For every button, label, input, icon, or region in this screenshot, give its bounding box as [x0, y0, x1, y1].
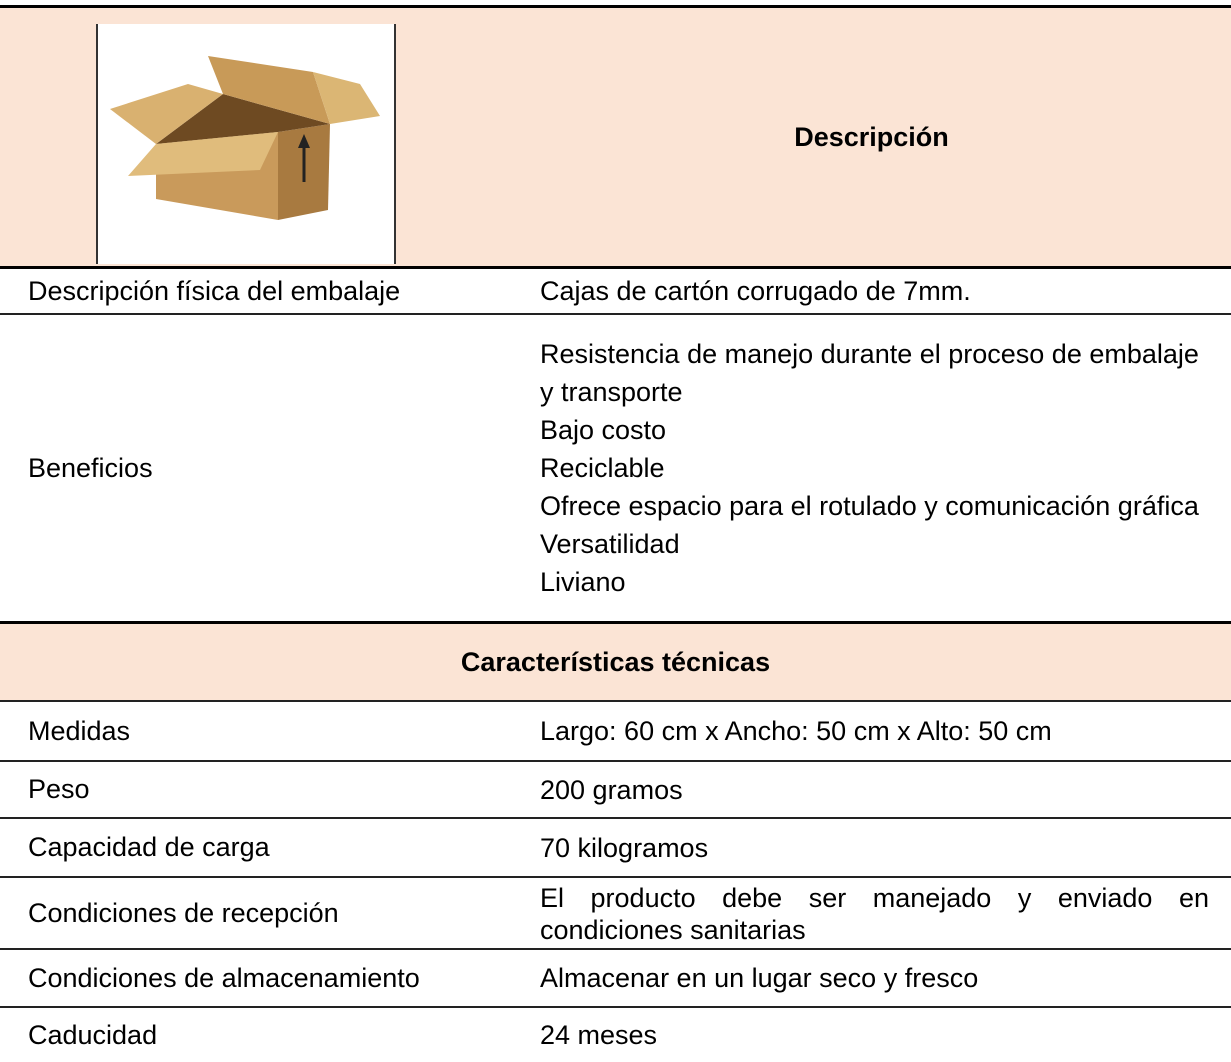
benefit-item: Resistencia de manejo durante el proceso… — [540, 339, 1199, 407]
label: Beneficios — [28, 452, 153, 483]
benefits-list: Resistencia de manejo durante el proceso… — [512, 315, 1231, 621]
rule — [0, 313, 1231, 315]
section-header: Características técnicas — [0, 624, 1231, 700]
header-title-cell: Descripción — [512, 8, 1231, 266]
benefit-item: Reciclable — [540, 453, 665, 483]
row: Condiciones de almacenamiento Almacenar e… — [0, 950, 1231, 1006]
row: Medidas Largo: 60 cm x Ancho: 50 cm x Alt… — [0, 702, 1231, 760]
label: Condiciones de recepción — [28, 897, 339, 928]
value: 200 gramos — [512, 762, 1231, 817]
value-text: El producto debe ser manejado y enviado … — [540, 883, 1209, 945]
value-text: 70 kilogramos — [540, 832, 709, 863]
value-text: 24 meses — [540, 1020, 658, 1050]
rule — [0, 876, 1231, 878]
rule — [0, 1006, 1231, 1008]
row: Capacidad de carga 70 kilogramos — [0, 819, 1231, 876]
label: Condiciones de almacenamiento — [28, 962, 420, 993]
label: Caducidad — [28, 1019, 158, 1050]
benefit-item: Bajo costo — [540, 415, 667, 445]
row: Caducidad 24 meses — [0, 1008, 1231, 1062]
value: El producto debe ser manejado y enviado … — [512, 878, 1231, 948]
value: Almacenar en un lugar seco y fresco — [512, 950, 1231, 1006]
benefit-item: Ofrece espacio para el rotulado y comuni… — [540, 491, 1199, 521]
row: Descripción física del embalaje Cajas de… — [0, 269, 1231, 313]
value: Largo: 60 cm x Ancho: 50 cm x Alto: 50 c… — [512, 702, 1231, 760]
rule — [0, 5, 1231, 8]
value: Cajas de cartón corrugado de 7mm. — [540, 276, 971, 306]
rule — [0, 621, 1231, 624]
label: Capacidad de carga — [28, 832, 270, 862]
value: 24 meses — [512, 1008, 1231, 1062]
label: Medidas — [28, 715, 131, 746]
benefit-item: Liviano — [540, 567, 626, 597]
value-text: 200 gramos — [540, 774, 683, 805]
label: Descripción física del embalaje — [28, 275, 401, 306]
row: Peso 200 gramos — [0, 762, 1231, 817]
section-title: Características técnicas — [460, 646, 771, 677]
header-title: Descripción — [794, 122, 949, 152]
rule — [0, 817, 1231, 819]
rule — [0, 266, 1231, 269]
rule — [0, 700, 1231, 702]
value: 70 kilogramos — [512, 819, 1231, 876]
rule — [0, 760, 1231, 762]
rule — [0, 948, 1231, 950]
box-image — [96, 24, 396, 264]
tech-rows: Medidas Largo: 60 cm x Ancho: 50 cm x Alt… — [0, 702, 1231, 1062]
header-row: Descripción — [0, 8, 1231, 266]
value-text: Largo: 60 cm x Ancho: 50 cm x Alto: 50 c… — [540, 716, 1052, 746]
image-cell — [0, 8, 512, 266]
value-text: Almacenar en un lugar seco y fresco — [540, 963, 979, 993]
label: Peso — [28, 774, 90, 804]
row: Beneficios Resistencia de manejo durante… — [0, 315, 1231, 621]
row: Condiciones de recepción El producto debe… — [0, 878, 1231, 948]
benefit-item: Versatilidad — [540, 529, 680, 559]
